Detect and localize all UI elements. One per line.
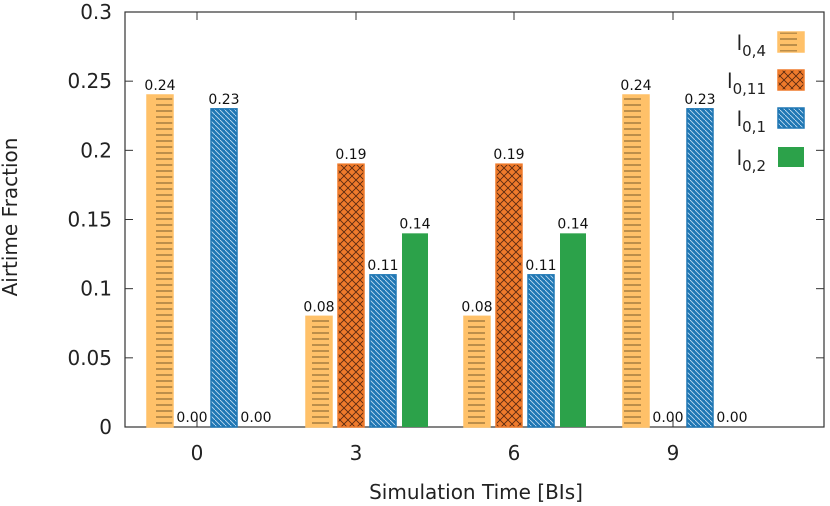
legend-label: l0,1 — [737, 107, 766, 136]
legend-swatch — [778, 108, 804, 128]
data-label: 0.08 — [461, 299, 492, 315]
y-axis-label: Airtime Fraction — [0, 138, 22, 297]
data-label: 0.00 — [176, 410, 207, 426]
x-tick-label: 6 — [508, 441, 521, 465]
data-label: 0.14 — [399, 216, 430, 232]
legend-swatch — [778, 32, 804, 52]
data-label: 0.08 — [303, 299, 334, 315]
bar — [496, 164, 522, 427]
data-label: 0.00 — [652, 410, 683, 426]
legend-label-subscript: 0,2 — [742, 157, 766, 175]
data-label: 0.24 — [620, 78, 651, 94]
bar-outline — [686, 108, 714, 428]
legend-label: l0,11 — [727, 69, 766, 98]
data-label: 0.23 — [684, 92, 715, 108]
bar — [370, 274, 396, 427]
data-label: 0.11 — [525, 258, 556, 274]
data-label: 0.19 — [335, 147, 366, 163]
y-tick-label: 0.1 — [80, 277, 112, 301]
bar-outline — [622, 94, 650, 428]
y-tick-label: 0.2 — [80, 138, 112, 162]
bar-outline — [369, 274, 397, 428]
bar — [147, 95, 173, 427]
data-label: 0.11 — [367, 258, 398, 274]
legend-label-subscript: 0,1 — [742, 118, 766, 136]
legend-label-name: l — [727, 69, 733, 93]
bar — [528, 274, 554, 427]
y-tick-label: 0.05 — [67, 346, 112, 370]
bar — [211, 108, 237, 427]
bar-outline — [337, 163, 365, 428]
data-label: 0.19 — [493, 147, 524, 163]
axis-ticks: 0 0.05 0.1 0.15 0.2 0.25 0.3 0 3 6 9 — [67, 0, 824, 465]
legend-swatch — [778, 147, 804, 167]
data-label: 0.00 — [240, 410, 271, 426]
bar — [402, 233, 428, 427]
legend-label-subscript: 0,11 — [733, 80, 766, 98]
legend-label-name: l — [737, 146, 743, 170]
bar-outline — [463, 315, 491, 428]
data-labels: 0.24 0.00 0.23 0.00 0.08 0.19 0.11 0.14 0.08 0.19… — [144, 78, 747, 426]
legend-label: l0,4 — [737, 31, 766, 60]
y-tick-label: 0.15 — [67, 208, 112, 232]
bar — [623, 95, 649, 427]
legend-swatch — [778, 70, 804, 90]
bar — [306, 316, 332, 427]
y-tick-label: 0.25 — [67, 69, 112, 93]
y-tick-label: 0.3 — [80, 0, 112, 24]
bar-outline — [210, 108, 238, 428]
bar-outline — [305, 315, 333, 428]
bar — [338, 164, 364, 427]
legend-swatch-outline — [777, 31, 805, 53]
bar — [464, 316, 490, 427]
x-tick-label: 3 — [350, 441, 363, 465]
x-axis-label: Simulation Time [BIs] — [369, 480, 583, 504]
legend-swatch-outline — [777, 69, 805, 91]
legend-label-name: l — [737, 31, 743, 55]
bar-outline — [146, 94, 174, 428]
legend-swatch-outline — [777, 107, 805, 129]
bar — [560, 233, 586, 427]
x-tick-label: 0 — [191, 441, 204, 465]
legend-label: l0,2 — [737, 146, 766, 175]
bar-outline — [495, 163, 523, 428]
legend-label-subscript: 0,4 — [742, 42, 766, 60]
x-tick-label: 9 — [667, 441, 680, 465]
bar — [687, 108, 713, 427]
bar-outline — [527, 274, 555, 428]
data-label: 0.00 — [716, 410, 747, 426]
data-label: 0.24 — [144, 78, 175, 94]
data-label: 0.14 — [557, 216, 588, 232]
y-tick-label: 0 — [99, 415, 112, 439]
bars — [146, 94, 714, 428]
data-label: 0.23 — [208, 92, 239, 108]
legend-label-name: l — [737, 107, 743, 131]
